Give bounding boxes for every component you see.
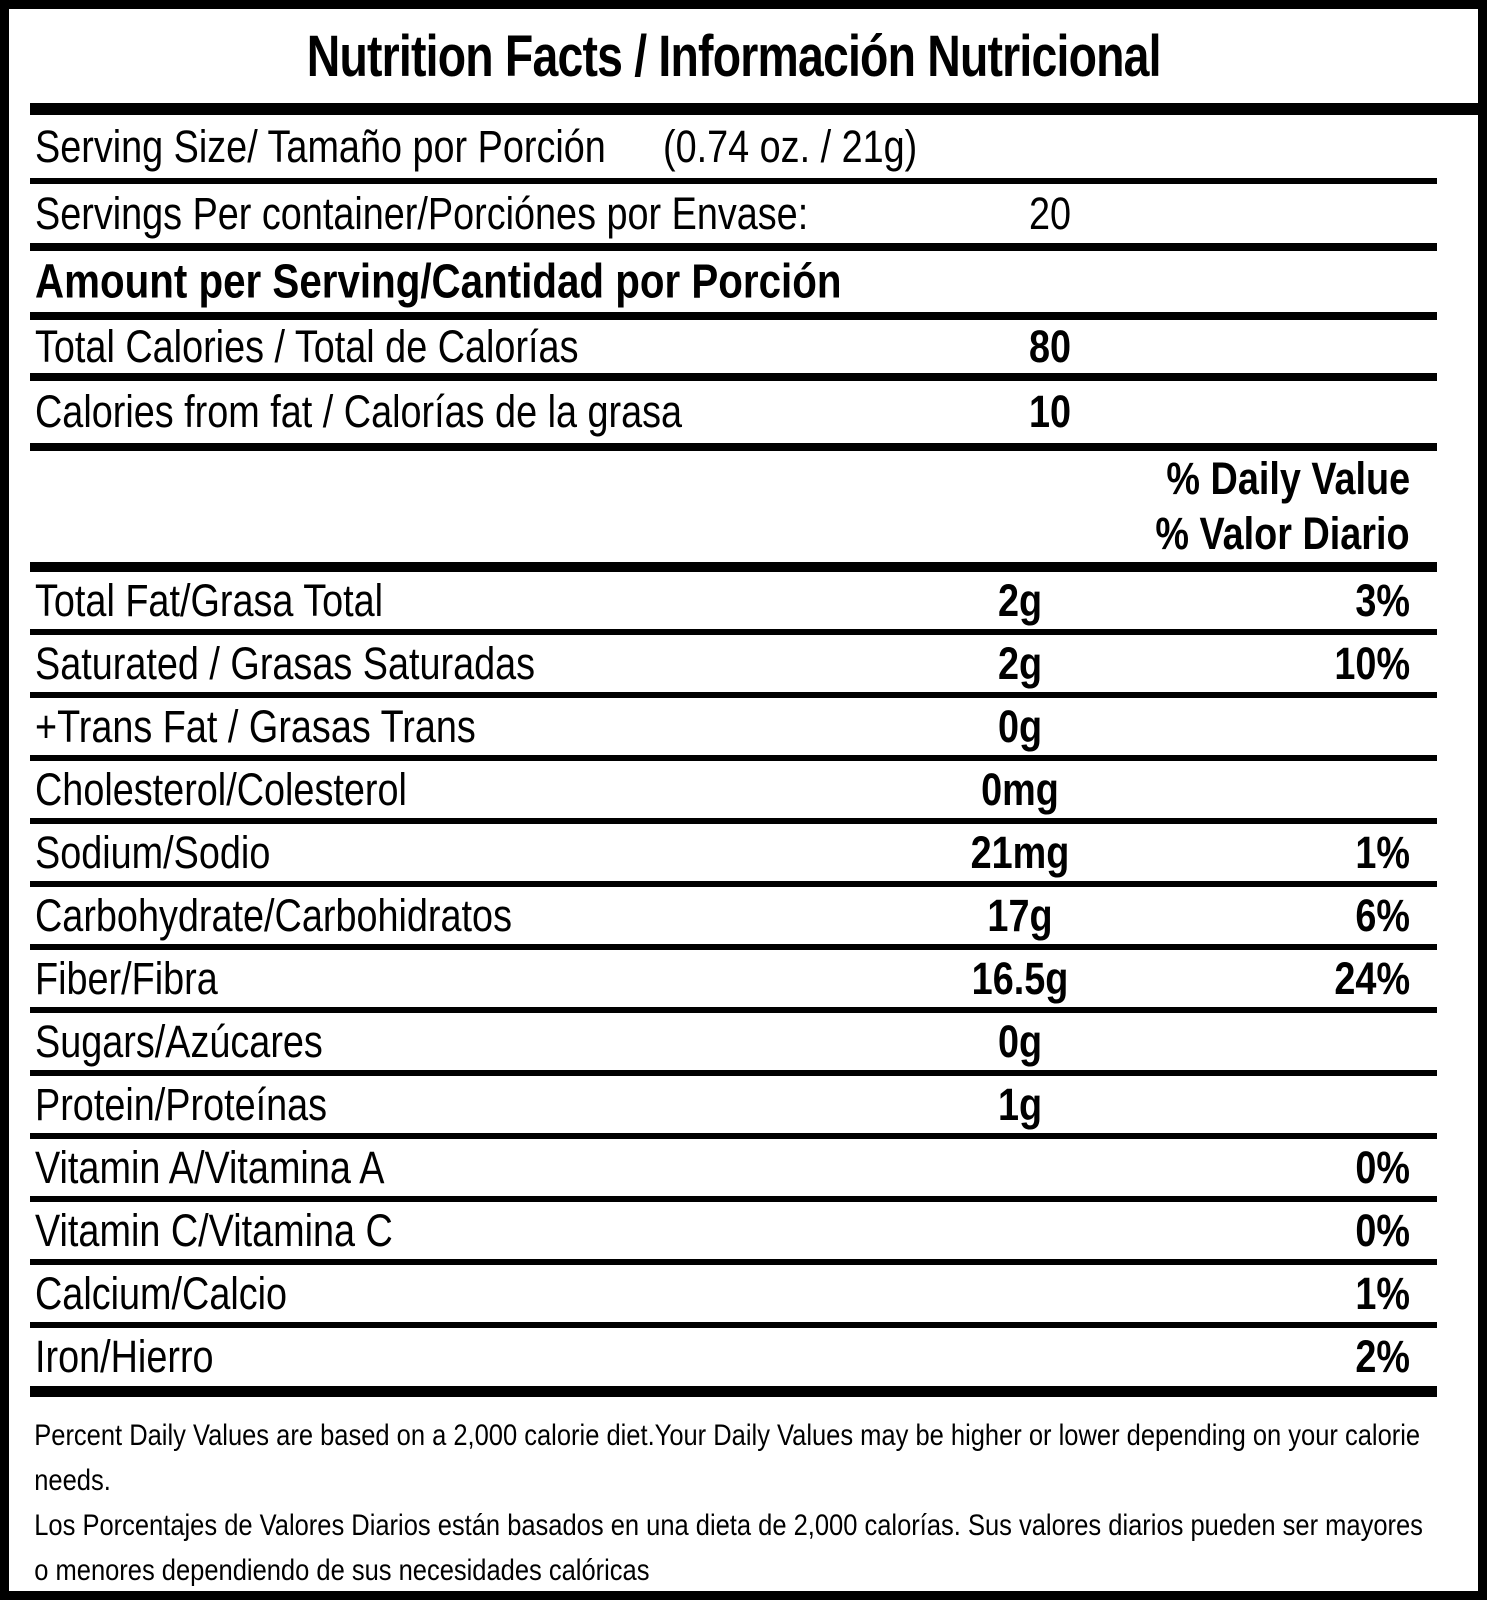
total-calories-row: Total Calories / Total de Calorías 80 xyxy=(30,320,1437,381)
nutrient-label: Protein/Proteínas xyxy=(35,1078,328,1130)
nutrient-label: Total Fat/Grasa Total xyxy=(35,574,384,626)
nutrient-label: Cholesterol/Colesterol xyxy=(35,763,407,815)
nutrient-amount: 0g xyxy=(997,1015,1043,1067)
nutrient-amount: 2g xyxy=(997,637,1043,689)
nutrient-row-sodium: Sodium/Sodio 21mg 1% xyxy=(30,824,1437,887)
label-title: Nutrition Facts / Información Nutriciona… xyxy=(306,23,1161,89)
serving-size-label: Serving Size/ Tamaño por Porción xyxy=(35,120,606,172)
amount-per-serving-heading: Amount per Serving/Cantidad por Porción xyxy=(35,255,842,308)
servings-per-container-row: Servings Per container/Porciónes por Env… xyxy=(30,184,1437,251)
nutrient-label: Sodium/Sodio xyxy=(35,826,271,878)
serving-size-row: Serving Size/ Tamaño por Porción (0.74 o… xyxy=(30,115,1437,184)
nutrient-daily-value: 2% xyxy=(1355,1331,1410,1382)
nutrient-label: Iron/Hierro xyxy=(35,1331,214,1382)
nutrient-amount: 0mg xyxy=(981,763,1059,815)
nutrient-row-vitamin-a: Vitamin A/Vitamina A 0% xyxy=(30,1139,1437,1202)
nutrient-label: Vitamin C/Vitamina C xyxy=(35,1204,393,1256)
nutrient-daily-value: 3% xyxy=(1355,574,1410,626)
nutrient-daily-value: 1% xyxy=(1355,1267,1410,1319)
calories-from-fat-row: Calories from fat / Calorías de la grasa… xyxy=(30,381,1437,451)
servings-per-container-label: Servings Per container/Porciónes por Env… xyxy=(35,187,809,239)
nutrient-amount: 1g xyxy=(997,1078,1043,1130)
nutrient-row-cholesterol: Cholesterol/Colesterol 0mg xyxy=(30,761,1437,824)
nutrient-amount: 2g xyxy=(997,574,1043,626)
daily-value-heading-es: % Valor Diario xyxy=(1155,507,1410,559)
daily-value-heading-block: % Daily Value % Valor Diario xyxy=(30,451,1437,572)
nutrient-amount: 17g xyxy=(987,889,1053,941)
nutrient-row-carbohydrate: Carbohydrate/Carbohidratos 17g 6% xyxy=(30,887,1437,950)
footnote-english: Percent Daily Values are based on a 2,00… xyxy=(34,1419,1421,1497)
nutrient-label: Fiber/Fibra xyxy=(35,952,218,1004)
nutrient-label: Sugars/Azúcares xyxy=(35,1015,323,1067)
nutrient-row-fiber: Fiber/Fibra 16.5g 24% xyxy=(30,950,1437,1013)
nutrient-row-saturated-fat: Saturated / Grasas Saturadas 2g 10% xyxy=(30,635,1437,698)
nutrient-label: Vitamin A/Vitamina A xyxy=(35,1141,385,1193)
label-title-bar: Nutrition Facts / Información Nutriciona… xyxy=(30,9,1478,115)
total-calories-label: Total Calories / Total de Calorías xyxy=(35,320,579,372)
servings-per-container-value: 20 xyxy=(1028,187,1072,239)
daily-value-heading-en: % Daily Value xyxy=(1166,453,1410,505)
serving-size-value: (0.74 oz. / 21g) xyxy=(663,120,918,172)
nutrient-daily-value: 10% xyxy=(1334,637,1410,689)
nutrient-daily-value: 6% xyxy=(1355,889,1410,941)
calories-from-fat-label: Calories from fat / Calorías de la grasa xyxy=(35,386,683,437)
nutrient-row-calcium: Calcium/Calcio 1% xyxy=(30,1265,1437,1328)
total-calories-value: 80 xyxy=(1028,320,1072,372)
calories-from-fat-value: 10 xyxy=(1028,386,1072,437)
nutrient-label: +Trans Fat / Grasas Trans xyxy=(35,700,476,752)
nutrient-label: Carbohydrate/Carbohidratos xyxy=(35,889,512,941)
nutrient-row-iron: Iron/Hierro 2% xyxy=(30,1328,1437,1397)
nutrient-amount: 21mg xyxy=(970,826,1070,878)
footnote-spanish: Los Porcentajes de Valores Diarios están… xyxy=(34,1509,1423,1587)
nutrient-row-total-fat: Total Fat/Grasa Total 2g 3% xyxy=(30,572,1437,635)
nutrient-row-vitamin-c: Vitamin C/Vitamina C 0% xyxy=(30,1202,1437,1265)
nutrient-daily-value: 0% xyxy=(1355,1141,1410,1193)
nutrient-row-protein: Protein/Proteínas 1g xyxy=(30,1076,1437,1139)
nutrient-label: Saturated / Grasas Saturadas xyxy=(35,637,536,689)
nutrient-daily-value: 24% xyxy=(1334,952,1410,1004)
nutrient-daily-value: 1% xyxy=(1355,826,1410,878)
nutrient-row-trans-fat: +Trans Fat / Grasas Trans 0g xyxy=(30,698,1437,761)
nutrient-label: Calcium/Calcio xyxy=(35,1267,288,1319)
nutrient-row-sugars: Sugars/Azúcares 0g xyxy=(30,1013,1437,1076)
nutrient-amount: 16.5g xyxy=(971,952,1069,1004)
nutrient-amount: 0g xyxy=(997,700,1043,752)
footnotes: Percent Daily Values are based on a 2,00… xyxy=(30,1397,1437,1591)
amount-per-serving-heading-row: Amount per Serving/Cantidad por Porción xyxy=(30,251,1437,320)
nutrient-daily-value: 0% xyxy=(1355,1204,1410,1256)
